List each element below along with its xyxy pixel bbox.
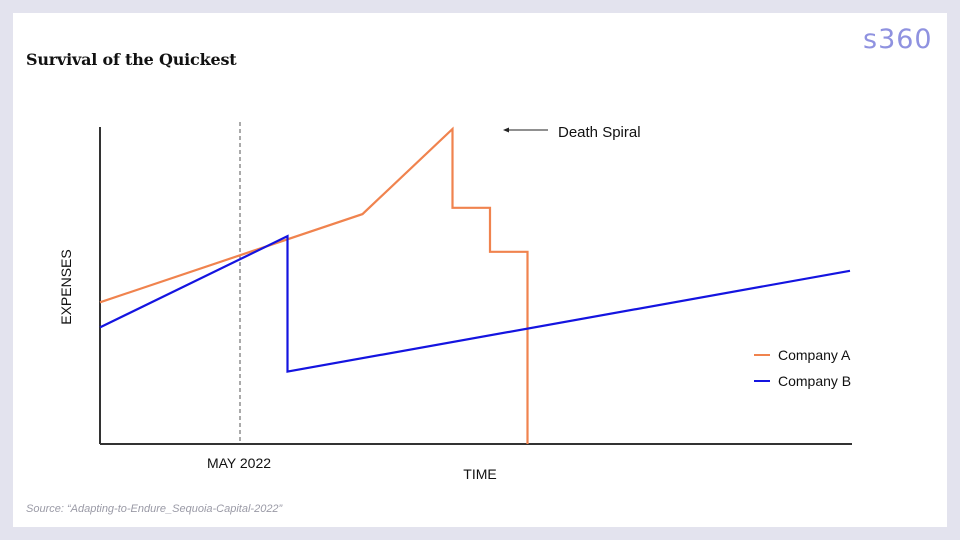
x-tick-label: MAY 2022: [207, 455, 271, 471]
legend-label-company-a: Company A: [778, 347, 851, 363]
y-axis-label: EXPENSES: [58, 249, 74, 324]
series-line-company-b: [99, 234, 851, 373]
slide-card: [13, 13, 947, 527]
annotation-death-spiral: Death Spiral: [558, 124, 641, 141]
source-caption: Source: “Adapting-to-Endure_Sequoia-Capi…: [26, 503, 283, 515]
chart-title: Survival of the Quickest: [26, 50, 237, 69]
legend-label-company-b: Company B: [778, 373, 851, 389]
series-line-company-a: [99, 126, 529, 444]
annotation-arrowhead: [503, 127, 509, 133]
s360-logo: s360: [863, 24, 933, 55]
x-axis-label: TIME: [463, 466, 496, 482]
